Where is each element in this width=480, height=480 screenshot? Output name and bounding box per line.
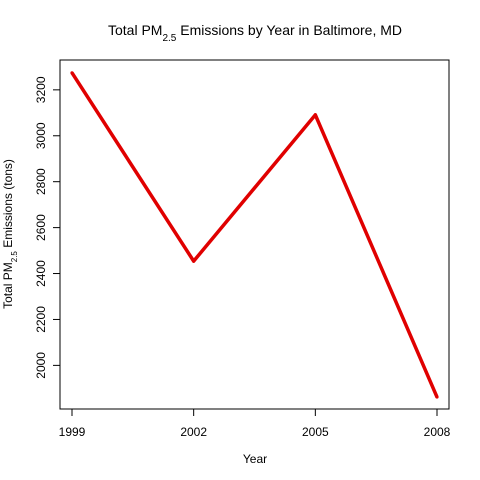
y-tick-label-2000: 2000 (34, 352, 48, 379)
y-axis-label-subscript: 2.5 (10, 251, 19, 263)
y-tick-label-2600: 2600 (34, 214, 48, 241)
x-tick-label-2002: 2002 (180, 425, 207, 439)
y-axis-label-prefix: Total PM (1, 262, 15, 309)
x-axis: 1999 2002 2005 2008 (59, 408, 451, 439)
data-point-2002 (192, 259, 196, 263)
chart-title-suffix: Emissions by Year in Baltimore, MD (176, 22, 402, 38)
y-axis-label-suffix: Emissions (tons) (1, 159, 15, 251)
x-tick-label-2005: 2005 (302, 425, 329, 439)
plot-frame (59, 59, 450, 410)
data-point-2008 (435, 395, 439, 399)
y-axis: 2000 2200 2400 2600 2800 3000 3200 (34, 76, 61, 379)
x-tick-label-2008: 2008 (424, 425, 451, 439)
x-tick-label-1999: 1999 (59, 425, 86, 439)
chart-title-subscript: 2.5 (162, 33, 176, 44)
chart-title: Total PM2.5 Emissions by Year in Baltimo… (108, 22, 402, 44)
data-point-2005 (313, 113, 317, 117)
y-tick-label-3200: 3200 (34, 76, 48, 103)
y-tick-label-2800: 2800 (34, 168, 48, 195)
data-point-1999 (70, 71, 74, 75)
y-tick-label-3000: 3000 (34, 122, 48, 149)
series-line (70, 71, 439, 398)
x-axis-label: Year (243, 452, 267, 466)
y-axis-label: Total PM2.5 Emissions (tons) (1, 159, 19, 309)
y-tick-label-2400: 2400 (34, 260, 48, 287)
y-tick-label-2200: 2200 (34, 306, 48, 333)
data-points (70, 71, 439, 399)
chart-title-prefix: Total PM (108, 22, 162, 38)
